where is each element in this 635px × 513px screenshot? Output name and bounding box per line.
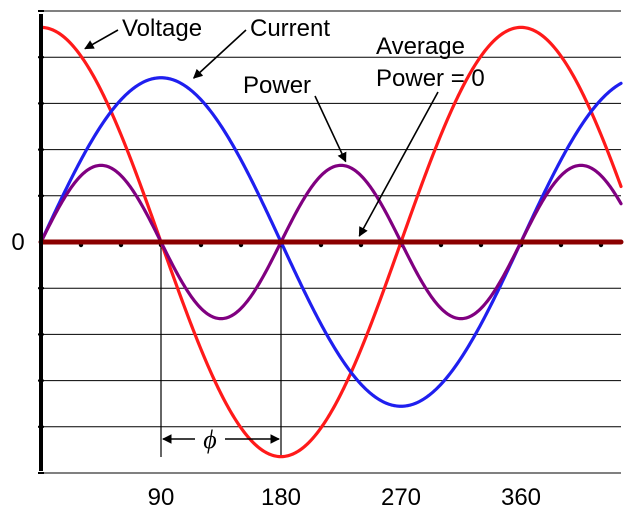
annotation-label: Power = 0 (376, 65, 485, 92)
x-tick-label: 270 (381, 484, 421, 511)
x-tick-label: 180 (261, 484, 301, 511)
series-power (39, 163, 623, 321)
x-tick-label: 90 (148, 484, 175, 511)
phase-guide-lines (160, 242, 282, 457)
series-lines (38, 25, 624, 459)
y-tick-label-0: 0 (11, 229, 24, 256)
annotation-label: Voltage (122, 15, 202, 42)
x-tick-labels: 90 180 270 360 (148, 484, 541, 511)
annotation-arrow (358, 91, 439, 237)
annotation-arrow (192, 29, 247, 79)
phase-marker: ϕ (162, 425, 280, 454)
annotations: Voltage Current Power Average Power = 0 (84, 15, 485, 237)
series-voltage (39, 25, 623, 459)
annotation-label: Average (376, 33, 465, 60)
annotation-arrow (84, 29, 119, 50)
phase-label: ϕ (203, 425, 216, 454)
annotation-label: Power (243, 72, 311, 99)
annotation-arrow (314, 95, 347, 163)
annotation-label: Current (250, 15, 330, 42)
x-tick-label: 360 (501, 484, 541, 511)
